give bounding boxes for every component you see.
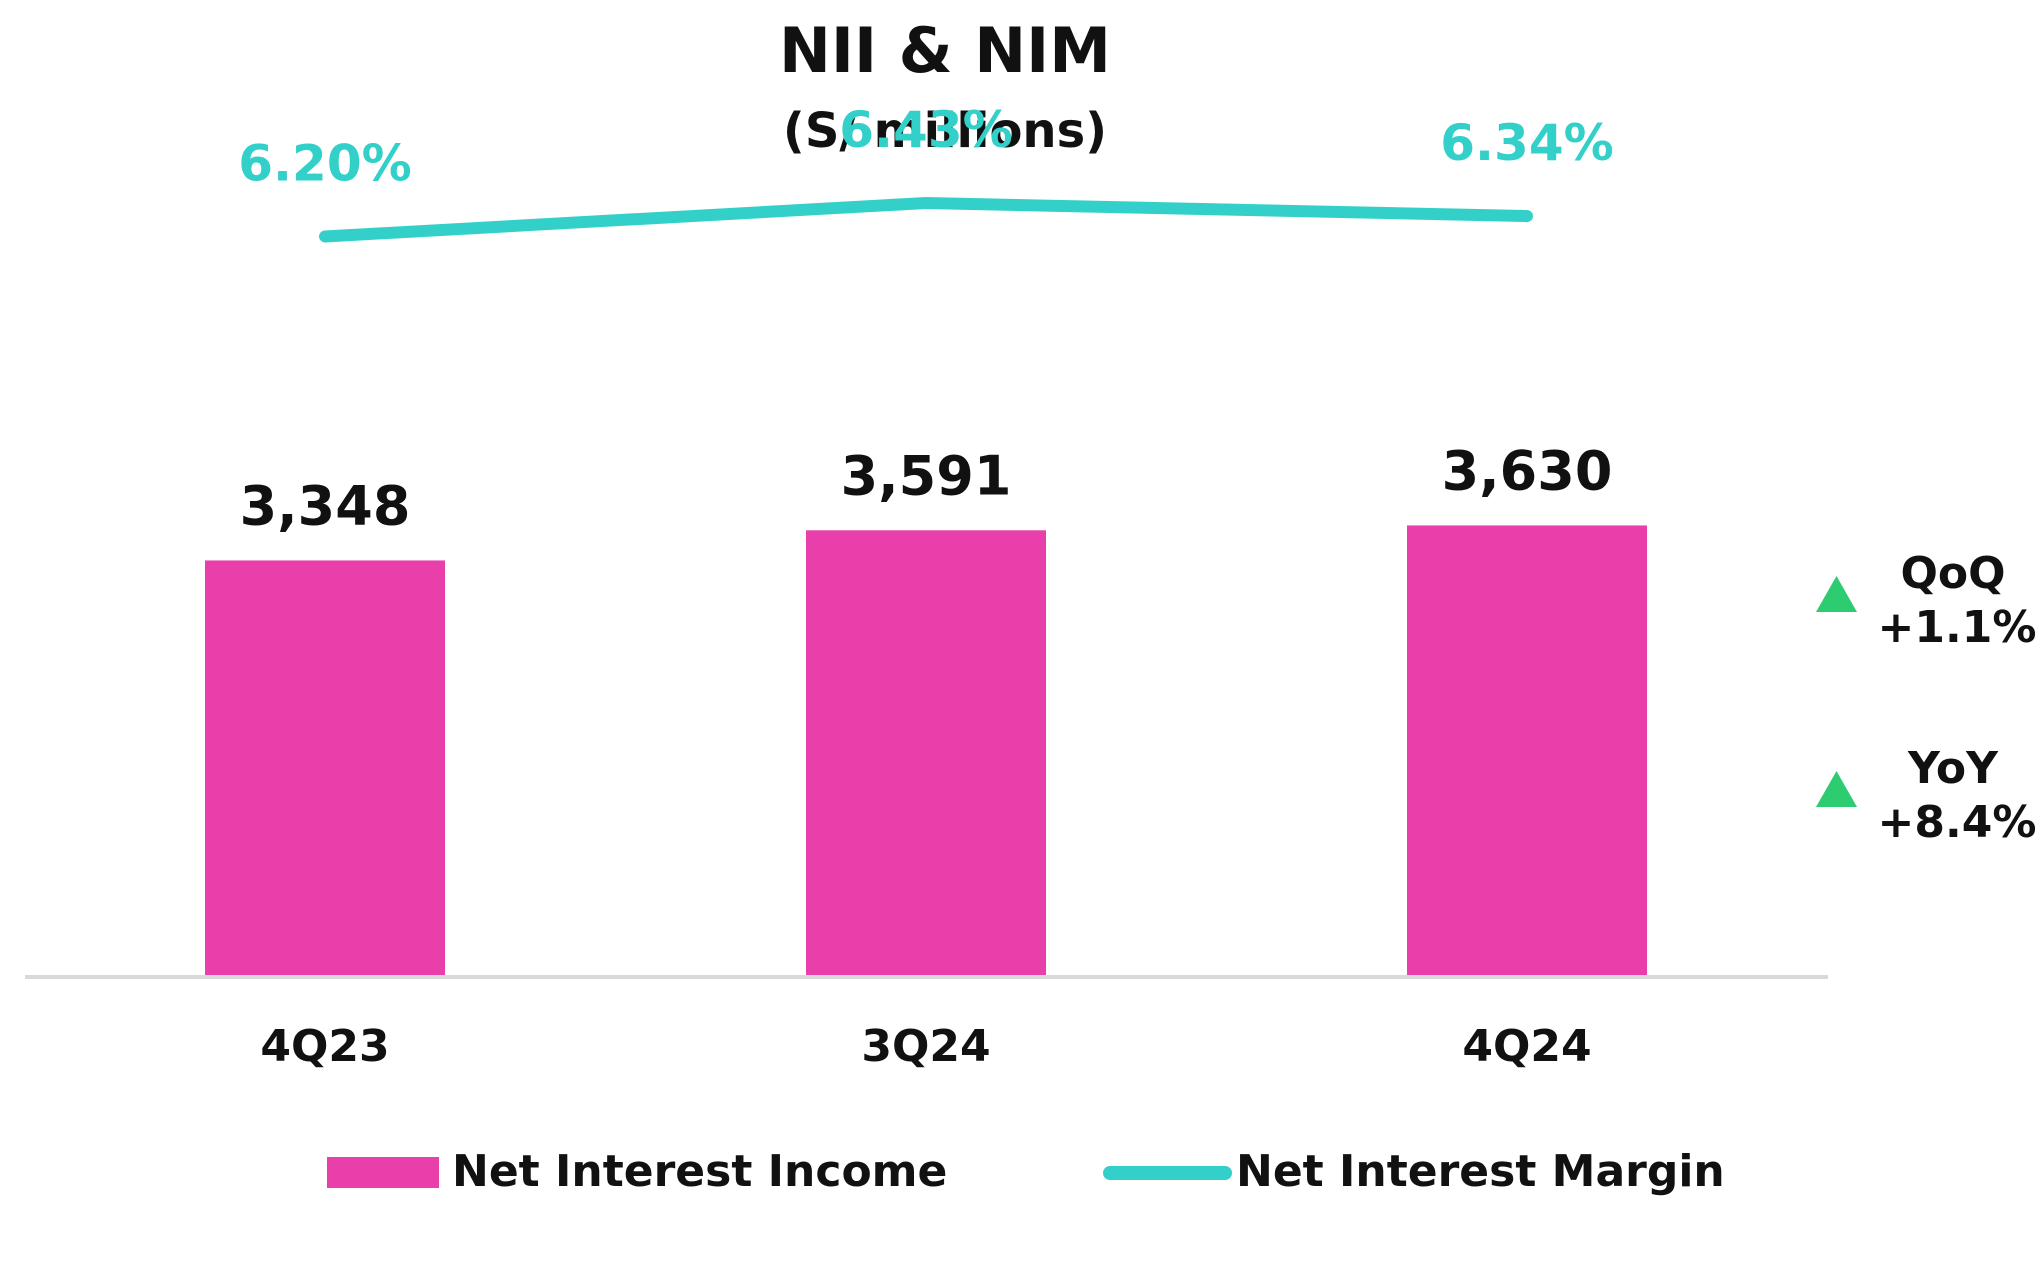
bar-value-labels: 3,348 3,591 3,630 (240, 439, 1613, 537)
chart-title: NII & NIM (779, 14, 1111, 87)
qoq-label: QoQ (1900, 548, 2005, 599)
bar-value-label-3q24: 3,591 (841, 444, 1012, 507)
qoq-up-arrow-icon (1816, 576, 1857, 612)
bar-4q23 (205, 560, 445, 976)
legend: Net Interest Income Net Interest Margin (327, 1146, 1725, 1197)
legend-swatch-net-interest-income (327, 1157, 439, 1188)
bar-3q24 (806, 530, 1046, 976)
nim-value-label-4q24: 6.34% (1440, 114, 1613, 172)
nim-value-labels: 6.20% 6.43% 6.34% (238, 101, 1613, 192)
bar-value-label-4q24: 3,630 (1442, 439, 1613, 502)
category-labels: 4Q23 3Q24 4Q24 (260, 1021, 1591, 1072)
nim-value-label-3q24: 6.43% (839, 101, 1012, 159)
growth-indicators: QoQ+1.1% YoY+8.4% (1816, 548, 2036, 848)
yoy-up-arrow-icon (1816, 771, 1857, 807)
yoy-value: +8.4% (1878, 797, 2037, 848)
chart-subtitle: (S/ millions) (783, 103, 1107, 159)
yoy-label: YoY (1907, 743, 1999, 794)
bar-4q24 (1407, 525, 1647, 976)
qoq-value: +1.1% (1878, 602, 2037, 653)
nim-value-label-4q23: 6.20% (238, 134, 411, 192)
bar-value-label-4q23: 3,348 (240, 474, 411, 537)
nim-line-series (319, 197, 1533, 243)
category-label-4q23: 4Q23 (260, 1021, 389, 1072)
nim-line (319, 197, 1533, 243)
category-label-4q24: 4Q24 (1462, 1021, 1591, 1072)
category-label-3q24: 3Q24 (861, 1021, 990, 1072)
legend-label-net-interest-income: Net Interest Income (452, 1146, 947, 1197)
legend-label-net-interest-margin: Net Interest Margin (1236, 1146, 1725, 1197)
bar-series (205, 525, 1647, 976)
